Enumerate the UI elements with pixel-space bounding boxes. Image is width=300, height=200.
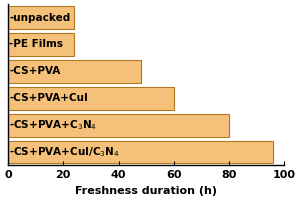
Bar [8,87,174,110]
Text: -unpacked: -unpacked [9,13,70,23]
Bar [8,114,229,137]
Bar [8,33,74,56]
Bar [8,141,273,163]
X-axis label: Freshness duration (h): Freshness duration (h) [75,186,217,196]
Text: -PE Films: -PE Films [9,39,63,49]
Text: -CS+PVA+CuI: -CS+PVA+CuI [9,93,88,103]
Text: -CS+PVA+CuI/C$_3$N$_4$: -CS+PVA+CuI/C$_3$N$_4$ [9,145,120,159]
Text: -CS+PVA+C$_3$N$_4$: -CS+PVA+C$_3$N$_4$ [9,118,98,132]
Bar [8,6,74,29]
Bar [8,60,141,83]
Text: -CS+PVA: -CS+PVA [9,66,61,76]
